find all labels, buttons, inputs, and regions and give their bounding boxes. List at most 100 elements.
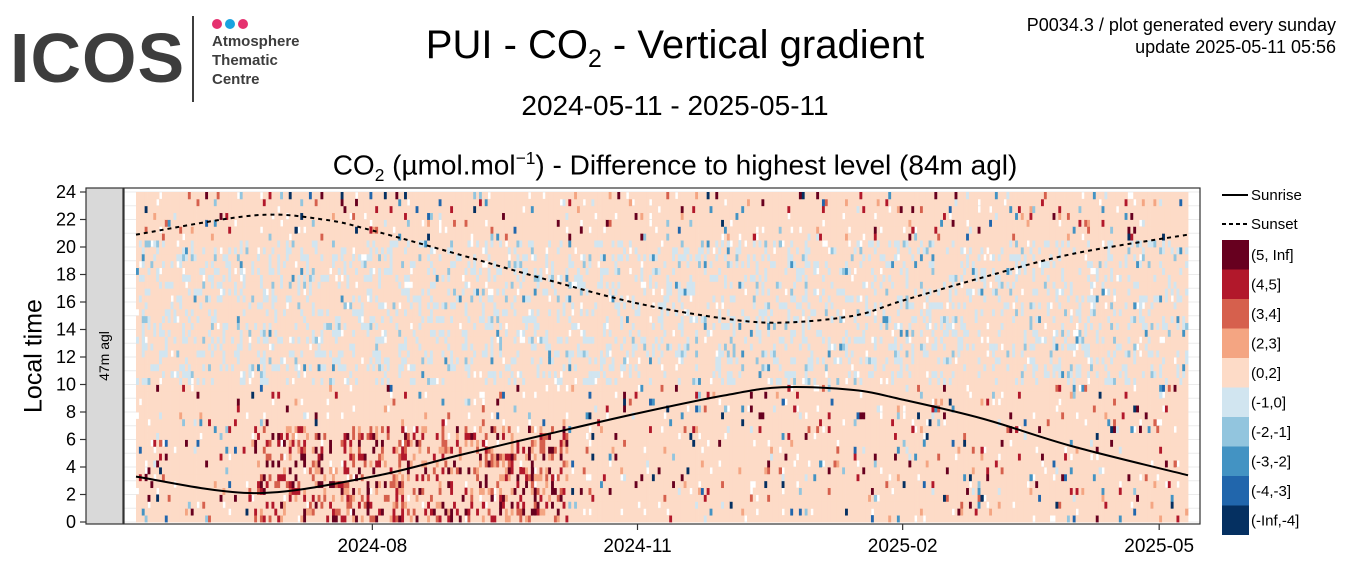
heatmap-cell xyxy=(369,432,373,440)
heatmap-cell xyxy=(326,281,330,289)
heatmap-cell xyxy=(170,343,174,351)
heatmap-cell xyxy=(222,425,226,434)
heatmap-cell xyxy=(329,192,333,200)
heatmap-cell xyxy=(185,405,189,413)
heatmap-cell xyxy=(268,453,272,461)
heatmap-cell xyxy=(297,192,301,200)
heatmap-cell xyxy=(311,205,316,214)
heatmap-cell xyxy=(349,350,353,358)
heatmap-cell xyxy=(349,439,353,447)
heatmap-cell xyxy=(161,446,166,454)
heatmap-cell xyxy=(418,343,422,351)
heatmap-cell xyxy=(389,370,393,379)
heatmap-cell xyxy=(239,233,244,241)
heatmap-cell xyxy=(429,357,434,365)
heatmap-cell xyxy=(331,515,336,523)
heatmap-cell xyxy=(216,295,220,303)
heatmap-cell xyxy=(202,384,206,392)
heatmap-cell xyxy=(291,212,295,220)
heatmap-cell xyxy=(285,405,290,413)
heatmap-cell xyxy=(265,446,269,454)
heatmap-cell xyxy=(153,439,157,447)
heatmap-cell xyxy=(357,363,362,372)
heatmap-cell xyxy=(389,308,393,317)
heatmap-cell xyxy=(190,198,195,207)
heatmap-cell xyxy=(161,398,166,406)
heatmap-cell xyxy=(380,487,385,495)
heatmap-cell xyxy=(259,233,264,241)
heatmap-cell xyxy=(225,205,229,214)
heatmap-cell xyxy=(187,260,192,269)
heatmap-cell xyxy=(383,274,388,282)
heatmap-cell xyxy=(196,247,200,255)
heatmap-cell xyxy=(193,288,197,296)
heatmap-cell xyxy=(401,192,405,200)
heatmap-cell xyxy=(210,260,215,269)
heatmap-cell xyxy=(228,219,232,227)
heatmap-cell xyxy=(138,480,143,489)
heatmap-cell xyxy=(360,446,365,454)
heatmap-cell xyxy=(432,446,437,454)
heatmap-cell xyxy=(435,398,440,406)
heatmap-cell xyxy=(265,370,269,379)
heatmap-cell xyxy=(208,267,212,275)
heatmap-cell xyxy=(173,453,177,461)
heatmap-cell xyxy=(182,192,186,200)
heatmap-cell xyxy=(291,439,295,447)
heatmap-cell xyxy=(438,460,442,468)
heatmap-cell xyxy=(288,432,293,440)
heatmap-cell xyxy=(216,350,220,358)
heatmap-cell xyxy=(268,205,272,214)
heatmap-cell xyxy=(386,260,391,269)
heatmap-cell xyxy=(254,515,258,523)
heatmap-cell xyxy=(176,460,180,468)
heatmap-cell xyxy=(236,460,241,468)
heatmap-cell xyxy=(363,302,367,310)
heatmap-cell xyxy=(360,418,365,427)
heatmap-cell xyxy=(421,288,425,296)
heatmap-cell xyxy=(222,247,226,255)
heatmap-cell xyxy=(378,515,382,523)
heatmap-cell xyxy=(141,508,146,516)
heatmap-cell xyxy=(219,473,223,482)
heatmap-cell xyxy=(346,377,350,385)
heatmap-cell xyxy=(380,212,385,220)
heatmap-cell xyxy=(136,432,140,440)
heatmap-cell xyxy=(297,343,301,351)
heatmap-cell xyxy=(424,267,428,275)
heatmap-cell xyxy=(268,446,272,454)
heatmap-cell xyxy=(314,357,318,365)
heatmap-cell xyxy=(156,267,160,275)
heatmap-cell xyxy=(340,357,344,365)
logo-subtitle-line-3: Centre xyxy=(212,71,260,88)
heatmap-cell xyxy=(421,315,425,324)
heatmap-cell xyxy=(369,295,373,303)
heatmap-cell xyxy=(271,515,275,523)
heatmap-cell xyxy=(427,336,431,344)
heatmap-cell xyxy=(156,350,160,358)
heatmap-cell xyxy=(314,501,318,509)
heatmap-cell xyxy=(285,446,290,454)
heatmap-cell xyxy=(288,467,293,475)
heatmap-cell xyxy=(392,377,396,385)
heatmap-cell xyxy=(349,240,353,248)
heatmap-cell xyxy=(401,446,405,454)
heatmap-cell xyxy=(357,370,362,379)
heatmap-cell xyxy=(349,357,353,365)
heatmap-cell xyxy=(291,274,295,282)
heatmap-cell xyxy=(159,350,163,358)
heatmap-cell xyxy=(161,281,166,289)
heatmap-cell xyxy=(156,240,160,248)
heatmap-cell xyxy=(303,453,307,461)
heatmap-cell xyxy=(176,425,180,434)
heatmap-cell xyxy=(401,515,405,523)
heatmap-cell xyxy=(268,515,272,523)
heatmap-cell xyxy=(210,205,215,214)
heatmap-cell xyxy=(308,219,313,227)
heatmap-cell xyxy=(398,425,402,434)
heatmap-cell xyxy=(242,480,246,489)
heatmap-cell xyxy=(167,508,171,516)
heatmap-cell xyxy=(297,253,301,262)
heatmap-cell xyxy=(389,357,393,365)
heatmap-cell xyxy=(271,322,275,330)
